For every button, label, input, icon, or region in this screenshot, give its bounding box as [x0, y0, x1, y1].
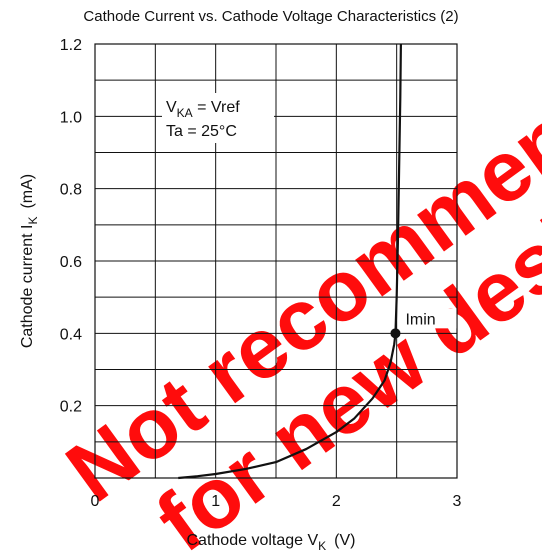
y-tick-label: 0.4: [60, 326, 82, 343]
x-tick-label: 3: [453, 493, 462, 510]
y-tick-label: 1.2: [60, 37, 82, 54]
condition: Ta = 25°C: [166, 123, 237, 140]
conditions-box: [162, 93, 274, 143]
label-text: Cathode current I: [19, 225, 36, 349]
y-tick-label: 0.2: [60, 399, 82, 416]
curve: [178, 43, 402, 480]
y-tick-label: 1.0: [60, 109, 82, 126]
label-sub: K: [26, 217, 40, 225]
point-label: Imin: [405, 311, 435, 328]
x-axis-label: Cathode voltage VK (V): [187, 532, 356, 553]
condition-text: V: [166, 99, 177, 116]
x-tick-label: 0: [91, 493, 100, 510]
imin-point: [390, 328, 401, 339]
y-tick-label: 0.8: [60, 182, 82, 199]
label-unit: (V): [334, 532, 355, 549]
label-sub: K: [318, 539, 326, 553]
label-unit: (mA): [19, 174, 36, 209]
y-axis-label: Cathode current IK (mA): [19, 174, 40, 348]
chart-title: Cathode Current vs. Cathode Voltage Char…: [83, 8, 458, 25]
condition-rest: = Vref: [193, 99, 241, 116]
x-tick-label: 1: [211, 493, 220, 510]
label-text: Cathode voltage V: [187, 532, 319, 549]
point-label-bg: [402, 308, 457, 329]
condition-sub: KA: [177, 106, 193, 120]
plot-frame: [94, 43, 458, 479]
y-tick-label: 0.6: [60, 254, 82, 271]
condition: VKA = Vref: [166, 99, 240, 120]
x-tick-label: 2: [332, 493, 341, 510]
